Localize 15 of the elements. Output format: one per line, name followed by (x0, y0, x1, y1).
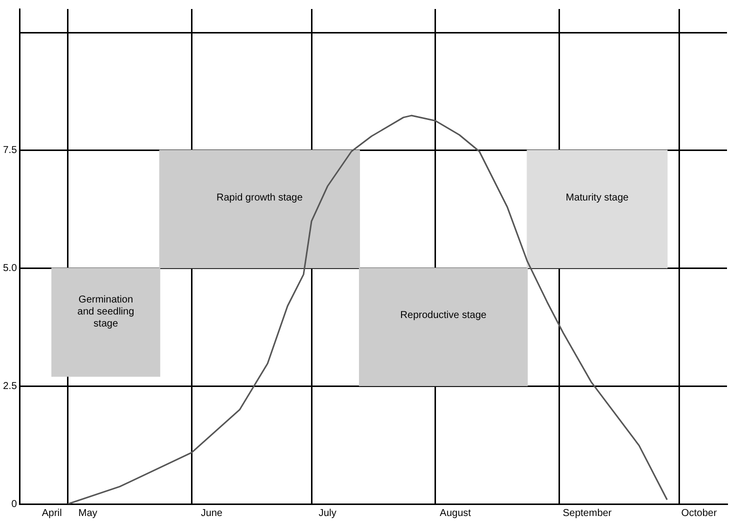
x-tick-label: April (42, 508, 62, 519)
series-label: Reproductive stage (400, 310, 487, 322)
x-tick-label: May (78, 508, 98, 519)
x-tick-label: October (681, 508, 718, 519)
y-tick-label: 0 (11, 498, 18, 510)
y-tick-label: 2.5 (2, 380, 18, 392)
x-tick-label: August (440, 508, 472, 519)
x-tick-label: September (562, 508, 612, 519)
x-tick-label: June (200, 508, 223, 519)
series-label: Rapid growth stage (216, 192, 304, 204)
y-tick-label: 7.5 (2, 145, 18, 156)
series-label: Germination and seedling stage (77, 294, 134, 330)
x-tick-label: July (318, 508, 336, 519)
series-label: Maturity stage (566, 192, 629, 204)
y-tick-label: 5.0 (2, 263, 18, 274)
